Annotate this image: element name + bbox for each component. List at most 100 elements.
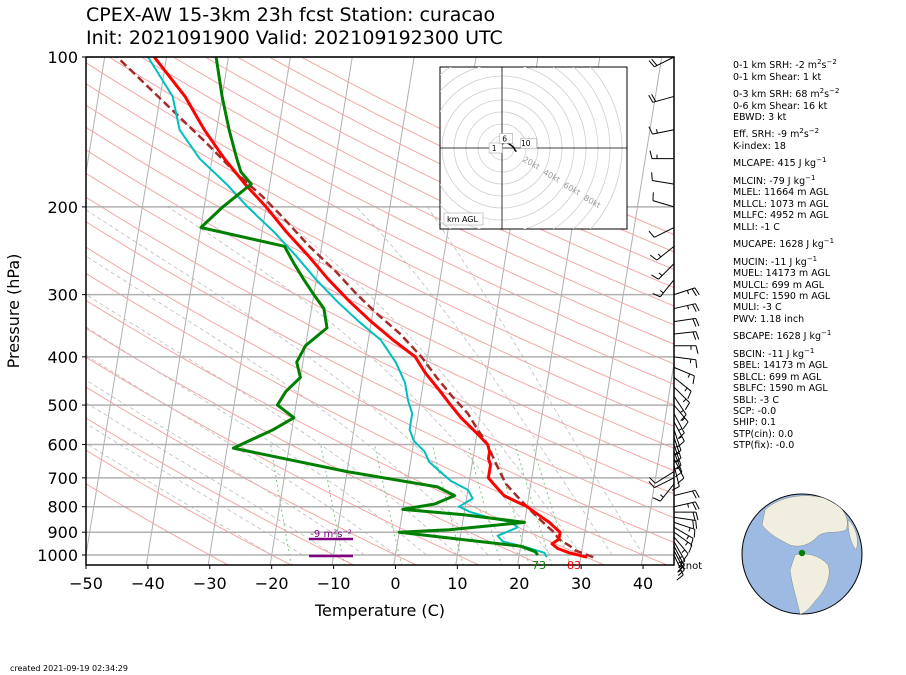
wind-barb — [648, 56, 675, 68]
wind-barb-flag — [687, 390, 692, 399]
wind-barb-shaft — [673, 501, 696, 508]
wind-barb-half-flag — [677, 569, 682, 573]
wind-barb-flag — [649, 477, 656, 484]
wetbulb-profile-line — [147, 57, 548, 558]
index-line: STP(fix): -0.0 — [733, 440, 795, 452]
mixing-ratio-line — [514, 444, 553, 565]
index-line: SBCIN: -11 J kg−1 — [733, 346, 815, 360]
y-axis-label: Pressure (hPa) — [4, 254, 23, 369]
wind-barb-flag — [693, 529, 696, 538]
wind-barb — [649, 150, 674, 160]
x-tick-label: 40 — [633, 574, 653, 593]
wind-barb-shaft — [673, 413, 685, 434]
wind-barb-shaft — [673, 531, 693, 546]
wind-barb — [673, 287, 700, 297]
wind-barb-flag — [691, 490, 697, 499]
wind-barb-flag — [676, 574, 684, 581]
wind-barb-flag — [651, 172, 653, 181]
x-tick-label: −30 — [193, 574, 227, 593]
wind-barb-shaft — [673, 465, 680, 487]
wind-barb — [652, 279, 675, 298]
x-tick-label: 0 — [390, 574, 400, 593]
wind-barb-flag — [695, 331, 700, 340]
wind-barb-half-flag — [682, 398, 687, 403]
globe-land-group — [761, 495, 858, 614]
wind-barb-flag — [651, 94, 657, 102]
wind-barb-shaft — [673, 395, 687, 415]
dry-adiabat-line — [140, 57, 674, 326]
wind-barb-half-flag — [687, 373, 691, 378]
mixing-ratio-line — [431, 444, 464, 565]
index-line: SHIP: 0.1 — [733, 417, 777, 429]
wind-barb-shaft — [673, 489, 696, 497]
x-tick-label: −10 — [317, 574, 351, 593]
x-tick-label: 30 — [571, 574, 591, 593]
wind-barb-flag — [684, 402, 690, 410]
hodograph-height-label: 10 — [521, 139, 531, 148]
wind-barb — [673, 366, 695, 385]
hodograph-unit-label: km AGL — [447, 215, 479, 224]
dry-adiabat-line — [86, 246, 674, 543]
temperature-profile-line — [153, 57, 588, 559]
globe-north-america — [761, 495, 848, 547]
wind-barb-half-flag — [687, 305, 690, 310]
x-tick-label: 20 — [509, 574, 529, 593]
wind-barb-shaft — [673, 521, 696, 530]
wind-barb-shaft — [673, 317, 696, 323]
wind-barb — [648, 227, 675, 238]
index-line: MLCAPE: 415 J kg−1 — [733, 156, 827, 170]
moist-adiabat-line — [86, 326, 427, 556]
wind-barb-shaft — [655, 471, 675, 484]
index-line: SBLCL: 699 m AGL — [733, 371, 822, 383]
wind-barb — [649, 471, 675, 484]
plot-frame — [85, 56, 675, 566]
y-tick-label: 400 — [47, 348, 78, 367]
hodograph-height-box — [520, 137, 538, 149]
wind-barb — [651, 263, 675, 280]
index-line: SBEL: 14173 m AGL — [733, 360, 828, 372]
wind-barb-flag — [695, 511, 699, 521]
wind-barb-flag — [695, 501, 700, 510]
parcel-profile-line — [116, 57, 594, 559]
surface-dewpoint-label: 73 — [532, 559, 546, 572]
created-timestamp: created 2021-09-19 02:34:29 — [10, 664, 128, 673]
wind-barb-half-flag — [678, 565, 683, 568]
wind-barb-shaft — [673, 536, 689, 555]
wind-barb — [673, 554, 684, 581]
hodograph-unit-box — [443, 212, 484, 226]
wind-barb-flag — [682, 421, 689, 429]
wind-barb-shaft — [673, 458, 685, 479]
mixing-ratio-line — [493, 444, 530, 565]
wind-barb-half-flag — [659, 290, 664, 294]
mixing-ratio-line — [320, 444, 345, 565]
index-line: SBCAPE: 1628 J kg−1 — [733, 329, 832, 343]
dry-adiabat-line — [86, 149, 674, 449]
wind-barb — [652, 483, 675, 502]
y-tick-label: 500 — [47, 396, 78, 415]
wind-barb-flag — [680, 414, 687, 422]
index-line: MULI: -3 C — [733, 302, 782, 314]
wind-barb-shaft — [673, 331, 696, 335]
wind-barb-half-flag — [687, 503, 690, 508]
wind-barb-shaft — [673, 404, 689, 423]
dewpoint-profile-line — [199, 57, 539, 556]
wind-barb-flag — [695, 318, 700, 327]
wind-barb — [674, 511, 699, 521]
wind-barb — [673, 303, 700, 312]
hodograph-height-box — [488, 142, 503, 154]
moist-adiabat-line — [427, 206, 644, 556]
wind-barb — [674, 345, 699, 354]
wind-barb-shaft — [652, 200, 675, 208]
wind-barb-shaft — [656, 245, 675, 261]
wind-barb-flag — [652, 497, 661, 502]
wind-barb — [673, 395, 687, 422]
x-axis-label: Temperature (C) — [314, 601, 445, 620]
y-tick-label: 300 — [47, 286, 78, 305]
wind-barb — [649, 245, 675, 261]
wind-barb-flag — [678, 560, 686, 567]
wind-barb-flag — [692, 502, 697, 511]
wind-barb-half-flag — [658, 272, 663, 277]
wind-barb — [651, 172, 675, 185]
wind-barb-half-flag — [678, 428, 683, 431]
